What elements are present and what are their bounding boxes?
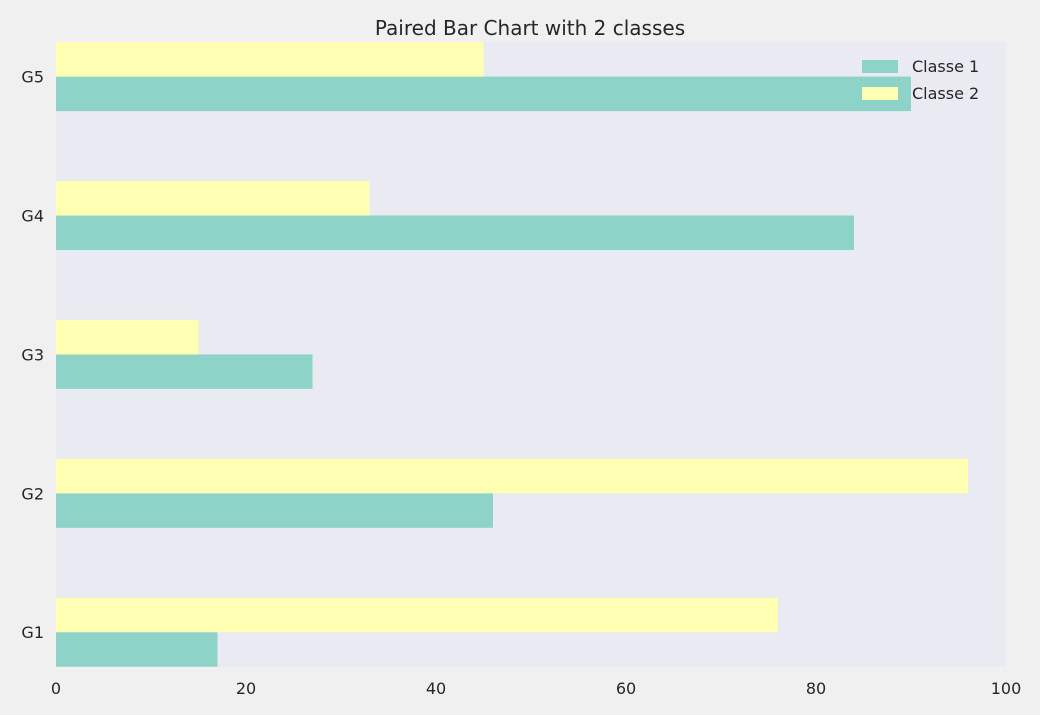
legend: Classe 1 Classe 2: [862, 57, 979, 103]
y-tick-label: G1: [21, 623, 44, 642]
bar-g4-series-2: [56, 181, 370, 216]
x-tick-label: 80: [806, 679, 826, 698]
legend-swatch: [862, 87, 898, 100]
x-tick-label: 60: [616, 679, 636, 698]
bar-g2-series-2: [56, 458, 968, 494]
x-tick-labels: 0 20 40 60 80 100: [51, 679, 1021, 698]
y-tick-label: G3: [21, 345, 44, 364]
legend-label: Classe 2: [912, 84, 979, 103]
bars-layer: [56, 42, 968, 667]
y-tick-label: G5: [21, 68, 44, 87]
chart-title: Paired Bar Chart with 2 classes: [375, 16, 685, 40]
x-tick-label: 0: [51, 679, 61, 698]
y-tick-label: G4: [21, 207, 44, 226]
legend-label: Classe 1: [912, 57, 979, 76]
legend-swatch: [862, 60, 898, 73]
x-tick-label: 20: [236, 679, 256, 698]
x-tick-label: 40: [426, 679, 446, 698]
y-tick-label: G2: [21, 484, 44, 503]
bar-g1-series-1: [56, 632, 218, 667]
bar-g1-series-2: [56, 597, 778, 633]
bar-g2-series-1: [56, 493, 493, 528]
bar-g3-series-1: [56, 354, 313, 389]
x-tick-label: 100: [991, 679, 1022, 698]
bar-g3-series-2: [56, 319, 199, 355]
bar-g5-series-2: [56, 42, 484, 77]
bar-g4-series-1: [56, 215, 854, 250]
bar-g5-series-1: [56, 76, 911, 112]
y-tick-labels: G1 G2 G3 G4 G5: [21, 68, 44, 643]
